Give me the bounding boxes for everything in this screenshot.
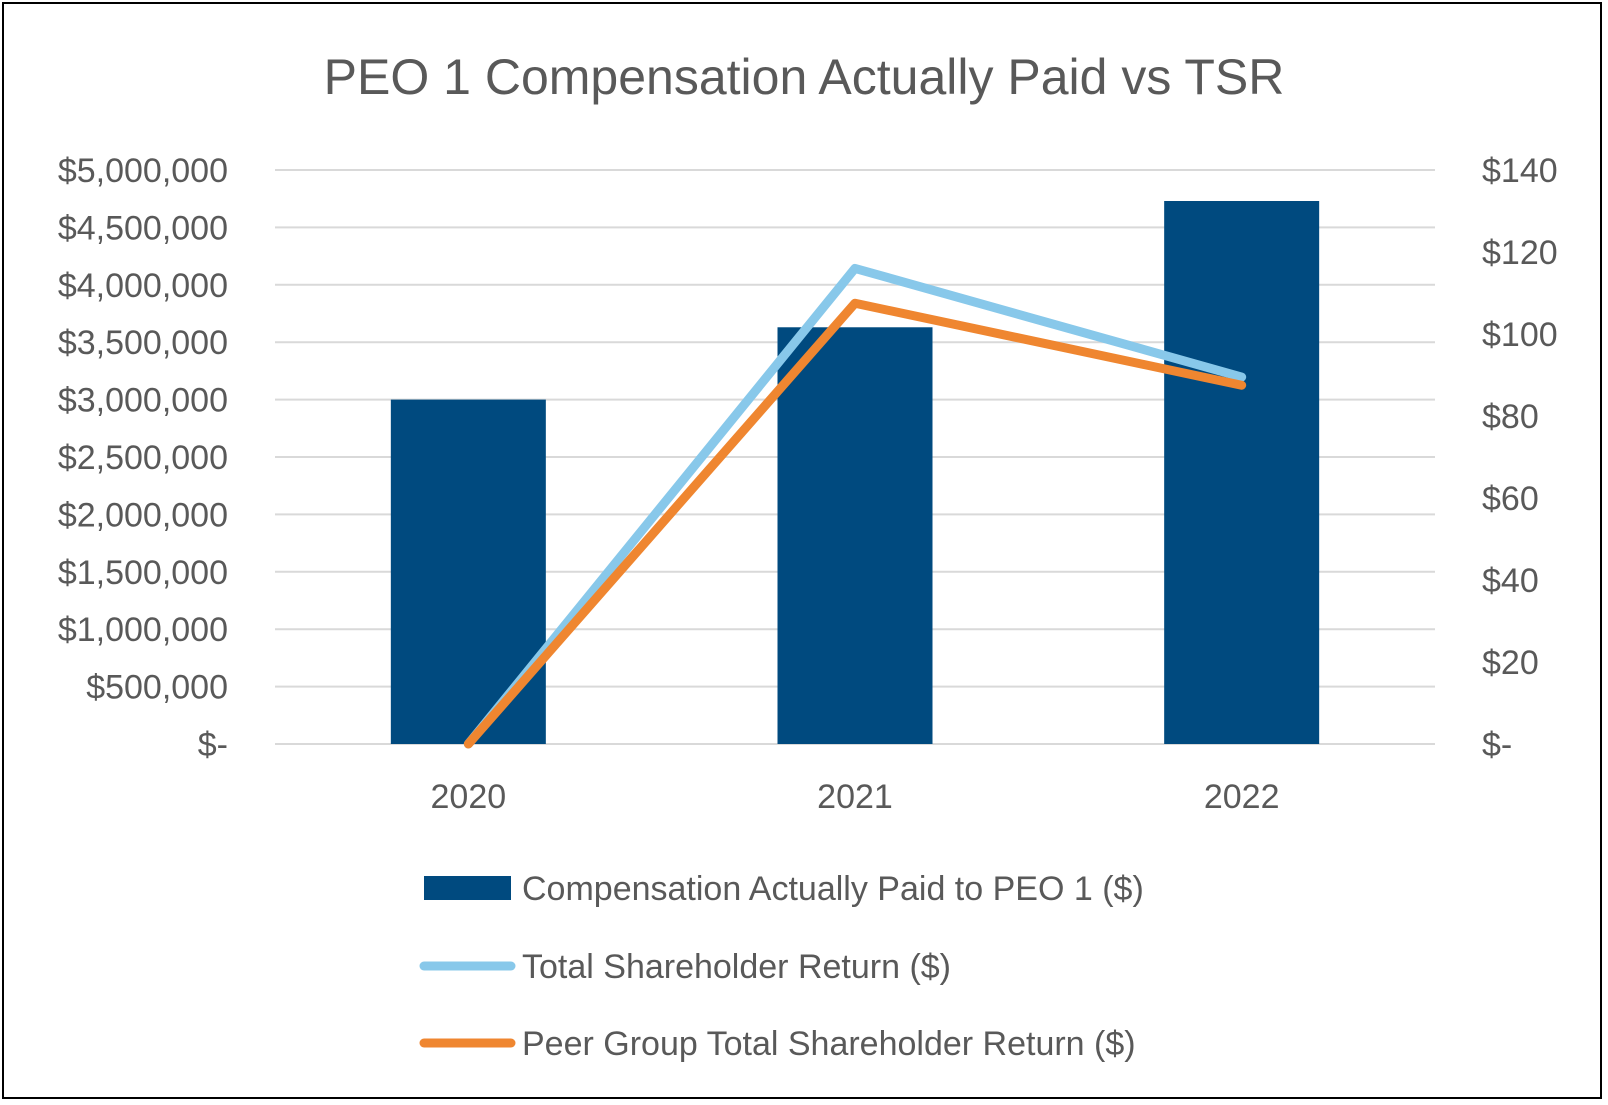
right-tick-label: $20	[1482, 644, 1539, 682]
bar-2021	[777, 327, 933, 744]
x-tick-label: 2022	[1204, 778, 1280, 816]
line-series-2	[463, 298, 1247, 749]
left-tick-label: $2,000,000	[58, 496, 228, 534]
legend-label: Compensation Actually Paid to PEO 1 ($)	[522, 870, 1144, 908]
left-tick-label: $500,000	[86, 669, 228, 707]
left-tick-label: $4,500,000	[58, 209, 228, 247]
right-tick-label: $-	[1482, 726, 1512, 764]
left-tick-label: $5,000,000	[58, 152, 228, 190]
left-tick-label: $3,500,000	[58, 324, 228, 362]
right-tick-label: $120	[1482, 234, 1558, 272]
right-tick-label: $140	[1482, 152, 1558, 190]
legend-swatch-bar	[424, 876, 511, 900]
right-tick-label: $60	[1482, 480, 1539, 518]
left-axis-ticks: $- $500,000 $1,000,000 $1,500,000 $2,000,000…	[58, 152, 228, 764]
left-tick-label: $-	[198, 726, 228, 764]
x-tick-label: 2021	[817, 778, 893, 816]
left-tick-label: $1,000,000	[58, 611, 228, 649]
left-tick-label: $2,500,000	[58, 439, 228, 477]
legend-label: Peer Group Total Shareholder Return ($)	[522, 1025, 1136, 1063]
x-tick-label: 2020	[431, 778, 507, 816]
right-tick-label: $40	[1482, 562, 1539, 600]
line-series-1	[463, 263, 1247, 749]
legend: Compensation Actually Paid to PEO 1 ($) T…	[419, 870, 1144, 1063]
legend-label: Total Shareholder Return ($)	[522, 948, 951, 986]
bar-2020	[390, 399, 546, 744]
right-tick-label: $100	[1482, 316, 1558, 354]
left-tick-label: $3,000,000	[58, 382, 228, 420]
left-tick-label: $4,000,000	[58, 267, 228, 305]
line-series	[463, 263, 1247, 749]
right-axis-ticks: $- $20 $40 $60 $80 $100 $120 $140	[1482, 152, 1558, 764]
right-tick-label: $80	[1482, 398, 1539, 436]
x-axis-ticks: 2020 2021 2022	[431, 778, 1280, 816]
chart-title: PEO 1 Compensation Actually Paid vs TSR	[324, 49, 1285, 105]
bar-2022	[1164, 200, 1320, 745]
left-tick-label: $1,500,000	[58, 554, 228, 592]
